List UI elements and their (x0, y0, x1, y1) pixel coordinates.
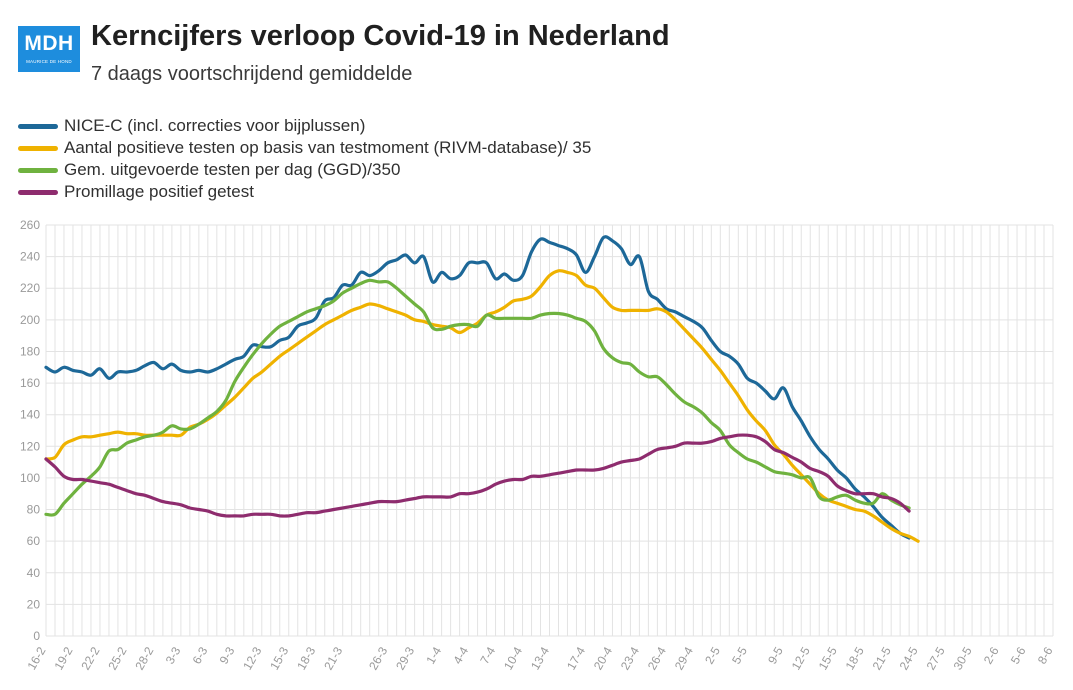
chart-subtitle: 7 daags voortschrijdend gemiddelde (91, 63, 413, 85)
y-tick-label: 40 (27, 566, 41, 580)
x-tick-label: 20-4 (591, 644, 615, 672)
legend-entry-nice: NICE-C (incl. correcties voor bijplussen… (18, 115, 591, 137)
y-tick-label: 60 (27, 534, 41, 548)
x-tick-label: 17-4 (564, 644, 588, 672)
legend-swatch-uitgevoerde-testen (18, 167, 58, 173)
x-tick-label: 15-3 (267, 644, 291, 672)
x-tick-label: 24-5 (897, 644, 921, 672)
x-tick-label: 27-5 (924, 644, 948, 672)
x-tick-label: 18-5 (843, 644, 867, 672)
x-tick-label: 9-5 (765, 644, 786, 666)
x-tick-label: 2-5 (702, 644, 723, 666)
x-tick-label: 3-3 (163, 644, 184, 666)
x-tick-label: 28-2 (132, 644, 156, 672)
y-tick-label: 240 (20, 250, 40, 264)
y-tick-label: 0 (33, 629, 40, 643)
chart-title: Kerncijfers verloop Covid-19 in Nederlan… (91, 20, 670, 52)
x-tick-label: 13-4 (528, 644, 552, 672)
legend-swatch-promillage (18, 189, 58, 195)
logo-subtext: MAURICE DE HOND (26, 59, 72, 64)
x-tick-label: 29-4 (672, 644, 696, 672)
x-tick-label: 22-2 (78, 644, 102, 672)
series-line-promillage (44, 433, 911, 518)
y-tick-label: 20 (27, 597, 41, 611)
legend-label-uitgevoerde-testen: Gem. uitgevoerde testen per dag (GGD)/35… (64, 160, 401, 179)
series-line-uitgevoerde-testen (44, 278, 911, 517)
x-tick-label: 21-5 (870, 644, 894, 672)
legend-label-nice: NICE-C (incl. correcties voor bijplussen… (64, 116, 366, 135)
x-tick-label: 18-3 (294, 644, 318, 672)
y-tick-label: 140 (20, 408, 40, 422)
series-line-nice (44, 235, 911, 540)
y-tick-label: 120 (20, 439, 40, 453)
y-tick-label: 100 (20, 471, 40, 485)
x-tick-label: 26-4 (645, 644, 669, 672)
x-tick-label: 23-4 (618, 644, 642, 672)
logo-text: MDH (24, 32, 74, 55)
legend-label-promillage: Promillage positief getest (64, 182, 254, 201)
x-tick-label: 12-3 (240, 644, 264, 672)
x-tick-label: 6-3 (190, 644, 211, 666)
grid (45, 224, 1054, 637)
y-tick-label: 200 (20, 313, 40, 327)
x-tick-label: 5-6 (1008, 644, 1029, 666)
legend-entry-promillage: Promillage positief getest (18, 181, 591, 203)
x-tick-label: 15-5 (816, 644, 840, 672)
series-line-positieve-testen (44, 269, 920, 543)
x-tick-label: 21-3 (321, 644, 345, 672)
legend-entry-uitgevoerde-testen: Gem. uitgevoerde testen per dag (GGD)/35… (18, 159, 591, 181)
legend-swatch-nice (18, 123, 58, 129)
x-tick-label: 2-6 (981, 644, 1002, 666)
mdh-logo: MDH MAURICE DE HOND (18, 26, 80, 72)
y-tick-label: 80 (27, 503, 41, 517)
legend-label-positieve-testen: Aantal positieve testen op basis van tes… (64, 138, 592, 157)
x-tick-label: 1-4 (423, 644, 444, 666)
x-tick-label: 9-3 (217, 644, 238, 666)
y-tick-label: 220 (20, 281, 40, 295)
x-tick-label: 26-3 (366, 644, 390, 672)
x-tick-label: 19-2 (51, 644, 75, 672)
x-tick-label: 8-6 (1035, 644, 1056, 666)
x-tick-label: 7-4 (477, 644, 498, 666)
chart-legend: NICE-C (incl. correcties voor bijplussen… (18, 115, 591, 203)
y-tick-label: 180 (20, 344, 40, 358)
y-tick-label: 160 (20, 376, 40, 390)
x-tick-label: 5-5 (729, 644, 750, 666)
x-tick-label: 25-2 (105, 644, 129, 672)
x-tick-label: 16-2 (24, 644, 48, 672)
x-tick-label: 10-4 (501, 644, 525, 672)
legend-swatch-positieve-testen (18, 145, 58, 151)
y-tick-label: 260 (20, 218, 40, 232)
x-tick-label: 12-5 (789, 644, 813, 672)
legend-entry-positieve-testen: Aantal positieve testen op basis van tes… (18, 137, 591, 159)
x-tick-label: 30-5 (951, 644, 975, 672)
x-tick-label: 4-4 (450, 644, 471, 666)
x-tick-label: 29-3 (393, 644, 417, 672)
